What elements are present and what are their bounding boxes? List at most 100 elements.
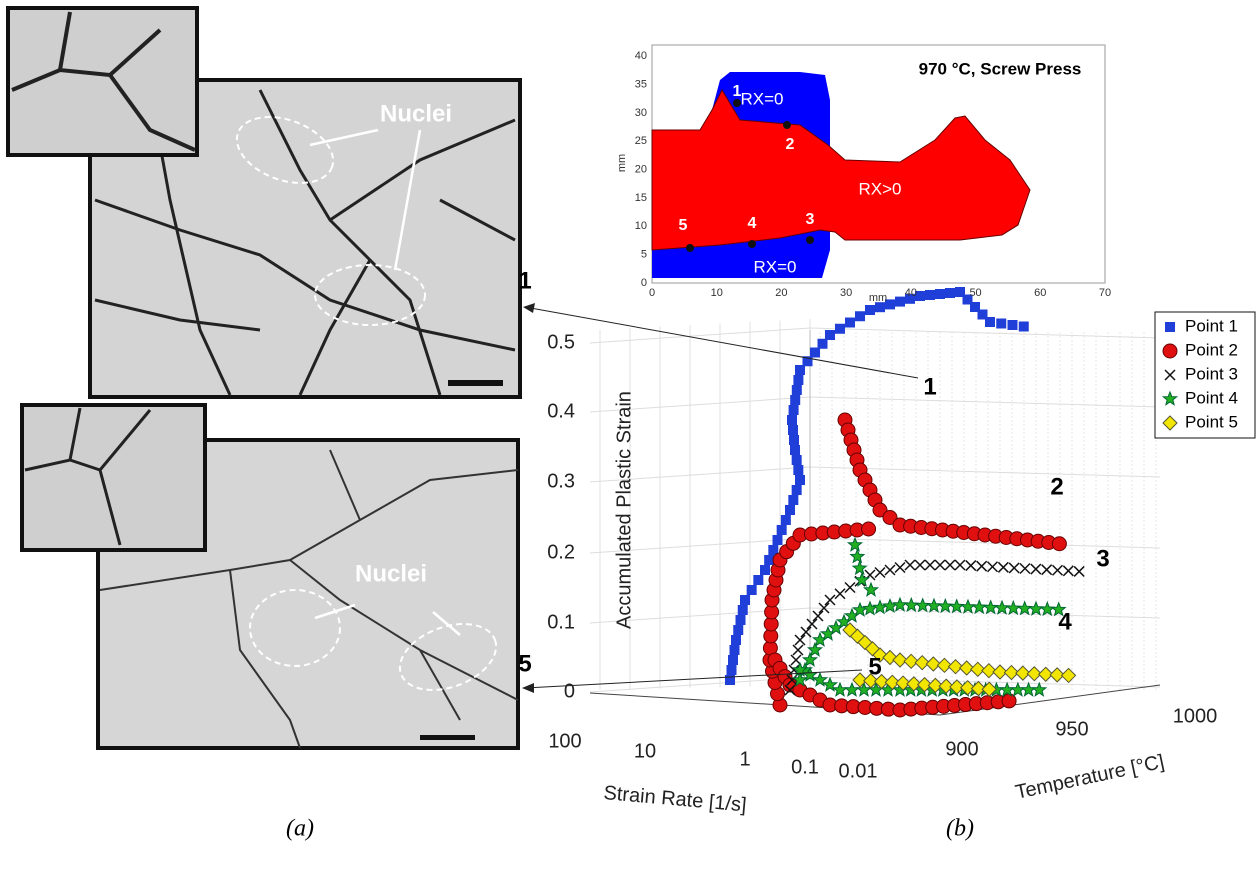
- map-x-tick: 40: [905, 287, 917, 299]
- marker: [730, 645, 740, 655]
- marker: [935, 289, 945, 299]
- marker: [895, 297, 905, 307]
- marker: [813, 611, 823, 621]
- point-label: 2: [786, 136, 795, 153]
- marker: [1008, 320, 1018, 330]
- marker: [973, 600, 986, 613]
- callout: 5: [518, 650, 531, 677]
- marker: [1163, 344, 1177, 358]
- map-y-tick: 20: [635, 164, 647, 176]
- marker: [810, 348, 820, 358]
- marker: [773, 535, 783, 545]
- marker: [1009, 563, 1019, 573]
- marker: [793, 465, 803, 475]
- strain-rate-tick: 10: [634, 740, 656, 762]
- marker: [738, 605, 748, 615]
- marker: [853, 561, 866, 574]
- z-label: Accumulated Plastic Strain: [613, 391, 635, 629]
- marker: [862, 522, 876, 536]
- strain-rate-tick: 0.01: [839, 760, 878, 782]
- marker: [825, 595, 835, 605]
- marker: [961, 600, 974, 613]
- marker: [895, 563, 905, 573]
- legend-label: Point 4: [1185, 388, 1238, 407]
- y-label: Temperature [°C]: [1014, 751, 1167, 804]
- marker: [760, 565, 770, 575]
- z-tick: 0.2: [547, 541, 575, 563]
- marker: [996, 319, 1006, 329]
- marker: [785, 505, 795, 515]
- map-y-tick: 5: [641, 249, 647, 261]
- marker: [788, 425, 798, 435]
- temperature-tick: 1000: [1173, 705, 1218, 727]
- marker: [1052, 537, 1066, 551]
- marker: [728, 655, 738, 665]
- marker: [1033, 683, 1046, 696]
- map-x-tick: 50: [969, 287, 981, 299]
- marker: [833, 683, 846, 696]
- marker: [733, 625, 743, 635]
- marker: [873, 601, 886, 614]
- map-title: 970 °C, Screw Press: [919, 59, 1082, 78]
- marker: [916, 599, 929, 612]
- marker: [885, 565, 895, 575]
- marker: [925, 290, 935, 300]
- marker: [1019, 322, 1029, 332]
- marker: [984, 601, 997, 614]
- marker: [789, 435, 799, 445]
- z-tick: 0.3: [547, 470, 575, 492]
- marker: [795, 635, 805, 645]
- map-y-tick: 15: [635, 192, 647, 204]
- marker: [1020, 564, 1030, 574]
- marker: [792, 485, 802, 495]
- marker: [795, 475, 805, 485]
- arrowhead: [522, 683, 534, 693]
- marker: [865, 305, 875, 315]
- strain-rate-tick: 1: [739, 748, 750, 770]
- strain-map: 970 °C, Screw Press mm mm: [616, 45, 1105, 304]
- x-label: Strain Rate [1/s]: [603, 782, 748, 816]
- marker: [927, 599, 940, 612]
- marker: [925, 560, 935, 570]
- point-label: 1: [733, 83, 742, 100]
- map-x-tick: 60: [1034, 287, 1046, 299]
- figure: Nuclei Nuclei 00.10.20.30.40.51001010.10…: [0, 0, 1260, 880]
- marker: [966, 561, 976, 571]
- marker: [788, 495, 798, 505]
- marker: [1042, 565, 1052, 575]
- callout: 2: [1050, 473, 1063, 500]
- marker: [781, 515, 791, 525]
- marker: [792, 385, 802, 395]
- z-tick: 0.5: [547, 331, 575, 353]
- marker: [1062, 668, 1076, 682]
- marker: [863, 602, 876, 615]
- marker: [1165, 322, 1175, 332]
- point-label: 5: [679, 217, 688, 234]
- marker: [845, 683, 858, 696]
- marker: [1007, 601, 1020, 614]
- marker: [1041, 602, 1054, 615]
- legend-label: Point 5: [1185, 412, 1238, 431]
- marker: [1074, 566, 1084, 576]
- marker: [939, 599, 952, 612]
- marker: [845, 318, 855, 328]
- legend-label: Point 2: [1185, 340, 1238, 359]
- map-y-tick: 40: [635, 50, 647, 62]
- marker: [787, 415, 797, 425]
- marker: [998, 562, 1008, 572]
- map-x-tick: 30: [840, 287, 852, 299]
- legend-label: Point 1: [1185, 316, 1238, 335]
- micrograph-bottom: Nuclei: [22, 405, 518, 748]
- marker: [795, 365, 805, 375]
- marker: [736, 615, 746, 625]
- z-tick: 0.4: [547, 400, 575, 422]
- region-label: RX=0: [741, 89, 784, 108]
- point-label: 4: [748, 215, 757, 232]
- map-x-label: mm: [869, 292, 887, 304]
- strain-rate-tick: 100: [548, 730, 581, 752]
- marker: [845, 583, 855, 593]
- z-tick: 0.1: [547, 611, 575, 633]
- region-label: RX>0: [859, 179, 902, 198]
- marker: [977, 561, 987, 571]
